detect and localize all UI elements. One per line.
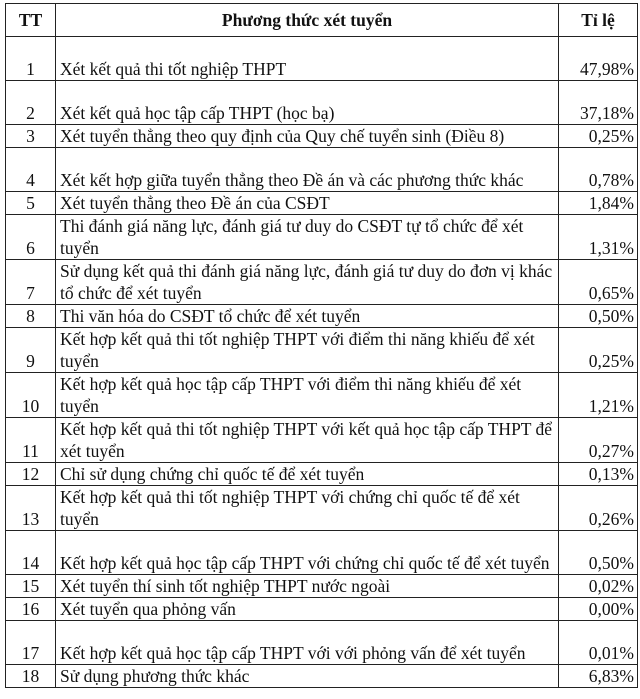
table-row: 16 Xét tuyển qua phỏng vấn 0,00%	[5, 597, 638, 621]
admission-methods-table: TT Phương thức xét tuyển Tỉ lệ 1 Xét kết …	[5, 3, 638, 688]
method-cell: Xét kết quả thi tốt nghiệp THPT	[55, 36, 559, 81]
method-cell: Kết hợp kết quả thi tốt nghiệp THPT với …	[55, 327, 559, 373]
tt-cell: 10	[5, 372, 56, 418]
rate-cell: 0,26%	[558, 485, 638, 531]
rate-cell: 0,27%	[558, 417, 638, 463]
table-row: 6 Thi đánh giá năng lực, đánh giá tư duy …	[5, 214, 638, 260]
rate-cell: 47,98%	[558, 36, 638, 81]
method-cell: Kết hợp kết quả học tập cấp THPT với chứ…	[55, 530, 559, 575]
method-cell: Kết hợp kết quả thi tốt nghiệp THPT với …	[55, 485, 559, 531]
rate-cell: 0,50%	[558, 304, 638, 328]
tt-cell: 4	[5, 147, 56, 192]
header-row: TT Phương thức xét tuyển Tỉ lệ	[5, 3, 638, 37]
rate-cell: 1,31%	[558, 214, 638, 260]
method-cell: Xét kết quả học tập cấp THPT (học bạ)	[55, 80, 559, 125]
tt-cell: 2	[5, 80, 56, 125]
rate-cell: 0,50%	[558, 530, 638, 575]
method-cell: Kết hợp kết quả học tập cấp THPT với với…	[55, 620, 559, 665]
method-cell: Xét kết hợp giữa tuyển thẳng theo Đề án …	[55, 147, 559, 192]
table-row: 1 Xét kết quả thi tốt nghiệp THPT 47,98%	[5, 36, 638, 81]
tt-cell: 3	[5, 124, 56, 148]
method-cell: Xét tuyển thẳng theo quy định của Quy ch…	[55, 124, 559, 148]
method-cell: Xét tuyển thẳng theo Đề án của CSĐT	[55, 191, 559, 215]
method-cell: Sử dụng kết quả thi đánh giá năng lực, đ…	[55, 259, 559, 305]
method-cell: Thi đánh giá năng lực, đánh giá tư duy d…	[55, 214, 559, 260]
table-row: 18 Sử dụng phương thức khác 6,83%	[5, 664, 638, 688]
rate-cell: 37,18%	[558, 80, 638, 125]
tt-cell: 7	[5, 259, 56, 305]
rate-cell: 0,13%	[558, 462, 638, 486]
rate-cell: 6,83%	[558, 664, 638, 688]
method-cell: Sử dụng phương thức khác	[55, 664, 559, 688]
rate-cell: 0,78%	[558, 147, 638, 192]
table-row: 7 Sử dụng kết quả thi đánh giá năng lực, …	[5, 259, 638, 305]
tt-cell: 9	[5, 327, 56, 373]
table-row: 12 Chỉ sử dụng chứng chỉ quốc tế để xét t…	[5, 462, 638, 486]
method-cell: Xét tuyển thí sinh tốt nghiệp THPT nước …	[55, 574, 559, 598]
header-method: Phương thức xét tuyển	[55, 3, 559, 37]
rate-cell: 0,01%	[558, 620, 638, 665]
tt-cell: 15	[5, 574, 56, 598]
table-row: 10 Kết hợp kết quả học tập cấp THPT với đ…	[5, 372, 638, 418]
tt-cell: 13	[5, 485, 56, 531]
table-row: 4 Xét kết hợp giữa tuyển thẳng theo Đề án…	[5, 147, 638, 192]
tt-cell: 1	[5, 36, 56, 81]
tt-cell: 6	[5, 214, 56, 260]
table-row: 17 Kết hợp kết quả học tập cấp THPT với v…	[5, 620, 638, 665]
header-tt: TT	[5, 3, 56, 37]
tt-cell: 16	[5, 597, 56, 621]
tt-cell: 12	[5, 462, 56, 486]
rate-cell: 1,21%	[558, 372, 638, 418]
table-row: 8 Thi văn hóa do CSĐT tổ chức để xét tuyể…	[5, 304, 638, 328]
rate-cell: 0,25%	[558, 327, 638, 373]
table-row: 13 Kết hợp kết quả thi tốt nghiệp THPT vớ…	[5, 485, 638, 531]
table-row: 9 Kết hợp kết quả thi tốt nghiệp THPT với…	[5, 327, 638, 373]
method-cell: Thi văn hóa do CSĐT tổ chức để xét tuyển	[55, 304, 559, 328]
method-cell: Chỉ sử dụng chứng chỉ quốc tế để xét tuy…	[55, 462, 559, 486]
table-row: 2 Xét kết quả học tập cấp THPT (học bạ) 37…	[5, 80, 638, 125]
tt-cell: 17	[5, 620, 56, 665]
tt-cell: 11	[5, 417, 56, 463]
tt-cell: 5	[5, 191, 56, 215]
tt-cell: 14	[5, 530, 56, 575]
rate-cell: 0,00%	[558, 597, 638, 621]
tt-cell: 18	[5, 664, 56, 688]
rate-cell: 0,25%	[558, 124, 638, 148]
rate-cell: 0,02%	[558, 574, 638, 598]
table-row: 15 Xét tuyển thí sinh tốt nghiệp THPT nướ…	[5, 574, 638, 598]
method-cell: Kết hợp kết quả học tập cấp THPT với điể…	[55, 372, 559, 418]
rate-cell: 1,84%	[558, 191, 638, 215]
table-row: 3 Xét tuyển thẳng theo quy định của Quy c…	[5, 124, 638, 148]
rate-cell: 0,65%	[558, 259, 638, 305]
table-row: 14 Kết hợp kết quả học tập cấp THPT với c…	[5, 530, 638, 575]
method-cell: Kết hợp kết quả thi tốt nghiệp THPT với …	[55, 417, 559, 463]
table-row: 11 Kết hợp kết quả thi tốt nghiệp THPT vớ…	[5, 417, 638, 463]
tt-cell: 8	[5, 304, 56, 328]
table-row: 5 Xét tuyển thẳng theo Đề án của CSĐT 1,84…	[5, 191, 638, 215]
header-rate: Tỉ lệ	[558, 3, 638, 37]
method-cell: Xét tuyển qua phỏng vấn	[55, 597, 559, 621]
